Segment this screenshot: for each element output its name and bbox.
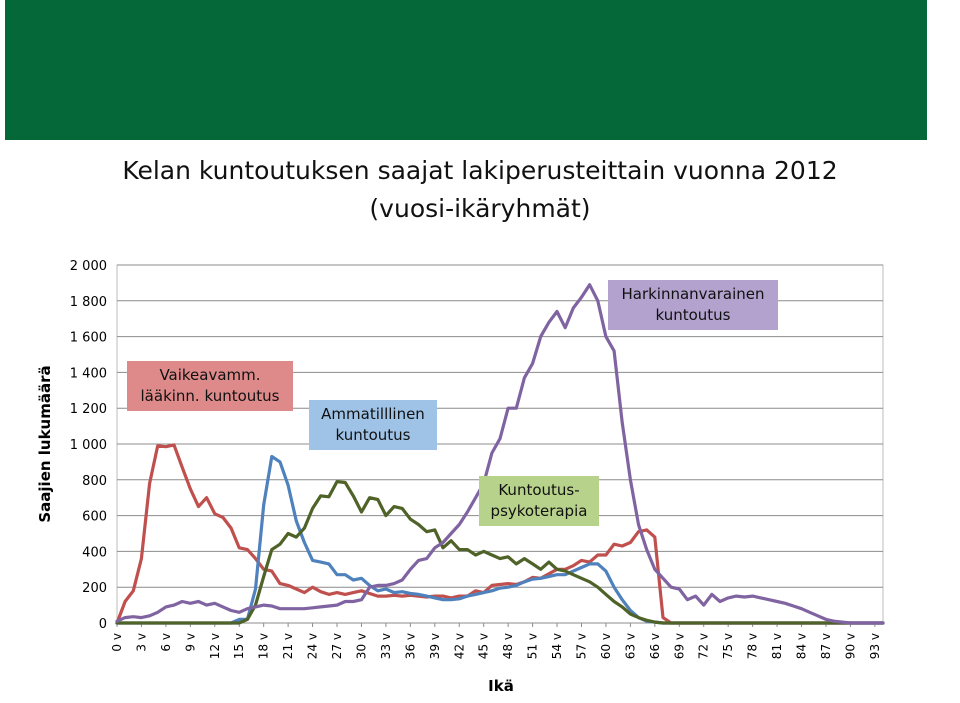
x-tick-label: 69 v [672, 633, 686, 659]
x-tick-label: 90 v [843, 633, 857, 659]
x-tick-label: 30 v [354, 633, 368, 659]
series-label-harkinnanvarainen: Harkinnanvarainen kuntoutus [608, 280, 778, 330]
series-line-3 [115, 480, 885, 625]
x-tick-label: 39 v [428, 633, 442, 659]
x-tick-label: 78 v [746, 633, 760, 659]
x-tick-label: 48 v [501, 633, 515, 659]
x-tick-label: 72 v [697, 633, 711, 659]
y-tick-label: 400 [82, 545, 107, 560]
x-tick-label: 75 v [721, 633, 735, 659]
x-tick-label: 57 v [574, 633, 588, 659]
header-banner [5, 0, 927, 140]
x-tick-label: 36 v [403, 633, 417, 659]
y-tick-label: 1 800 [70, 295, 107, 310]
x-tick-label: 6 v [159, 633, 173, 652]
x-tick-label: 60 v [599, 633, 613, 659]
x-tick-label: 84 v [795, 633, 809, 659]
x-tick-label: 87 v [819, 633, 833, 659]
y-tick-label: 1 600 [70, 331, 107, 346]
x-tick-label: 9 v [183, 633, 197, 652]
series-label-vaikeavamm: Vaikeavamm. lääkinn. kuntoutus [127, 361, 293, 411]
x-tick-label: 33 v [379, 633, 393, 659]
y-tick-label: 0 [99, 617, 107, 632]
x-tick-label: 81 v [770, 633, 784, 659]
series-label-ammatillinen: Ammatilllinen kuntoutus [309, 400, 437, 450]
x-tick-label: 18 v [257, 633, 271, 659]
x-tick-label: 63 v [623, 633, 637, 659]
x-tick-label: 12 v [208, 633, 222, 659]
series-line-4 [115, 283, 885, 625]
y-tick-label: 200 [82, 581, 107, 596]
x-tick-label: 42 v [452, 633, 466, 659]
x-tick-label: 15 v [232, 633, 246, 659]
y-tick-label: 2 000 [70, 259, 107, 274]
x-axis-title: Ikä [488, 677, 514, 695]
x-tick-label: 45 v [477, 633, 491, 659]
x-axis: 0 v 3 v 6 v 9 v 12 v 15 v 18 v 21 v 24 v 27 v 30 v… [110, 623, 882, 659]
y-tick-label: 600 [82, 510, 107, 525]
x-tick-label: 0 v [110, 633, 124, 652]
x-tick-label: 24 v [306, 633, 320, 659]
series-line-1 [115, 443, 885, 625]
x-tick-label: 21 v [281, 633, 295, 659]
y-tick-label: 1 000 [70, 438, 107, 453]
x-tick-label: 54 v [550, 633, 564, 659]
y-tick-label: 800 [82, 474, 107, 489]
y-tick-label: 1 400 [70, 366, 107, 381]
series-group [115, 283, 885, 625]
x-tick-label: 66 v [648, 633, 662, 659]
x-tick-label: 93 v [868, 633, 882, 659]
chart-title: Kelan kuntoutuksen saajat lakiperusteitt… [122, 156, 838, 223]
x-tick-label: 51 v [526, 633, 540, 659]
series-line-2 [115, 454, 885, 625]
x-tick-label: 27 v [330, 633, 344, 659]
x-tick-label: 3 v [134, 633, 148, 652]
y-axis: 0 200 400 600 800 1 000 1 200 1 400 1 600 1 800 2 … [70, 259, 107, 632]
y-axis-title: Saajien lukumäärä [36, 365, 54, 522]
y-tick-label: 1 200 [70, 402, 107, 417]
series-label-psykoterapia: Kuntoutus-psykoterapia [479, 476, 599, 526]
